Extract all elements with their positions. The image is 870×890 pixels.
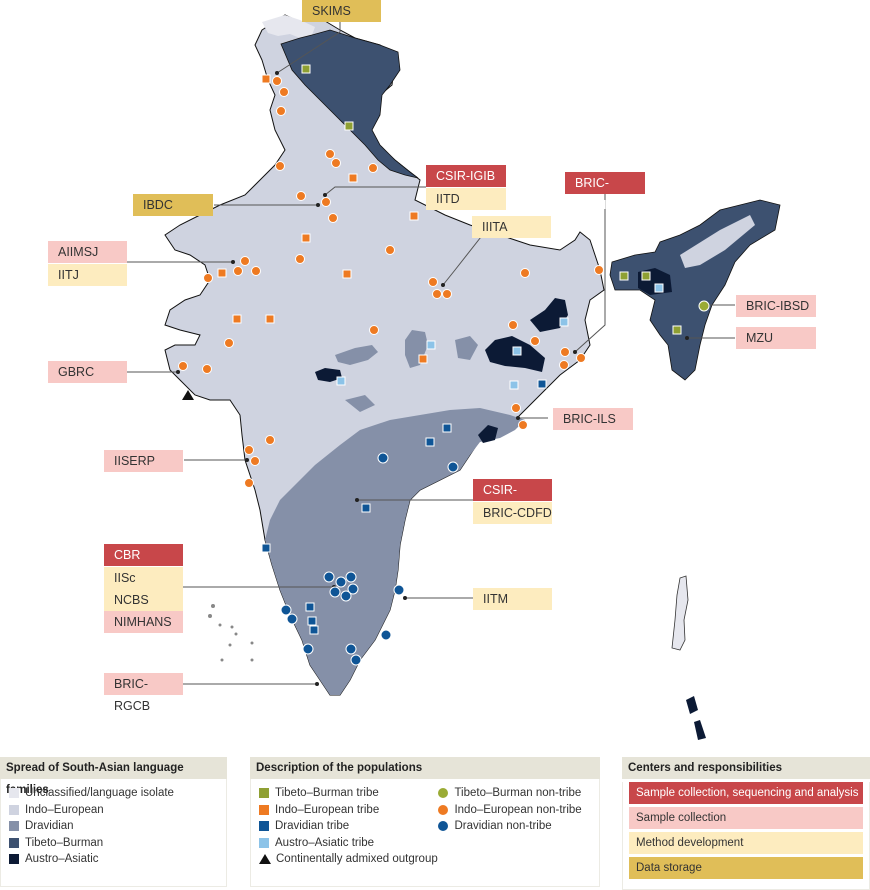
- center-label-csir-igib: CSIR-IGIB: [426, 165, 506, 187]
- circle-icon: [438, 788, 449, 799]
- admixed-outgroup-marker: [182, 390, 194, 400]
- legend-item: Indo–European tribe: [259, 802, 438, 819]
- tibeto-burman-tribe-markers: [301, 64, 682, 335]
- legend-item: Dravidian tribe: [259, 818, 438, 835]
- legend-label: Tibeto–Burman non-tribe: [454, 787, 582, 800]
- india-map: [127, 14, 781, 740]
- region-dravidian-patch: [455, 336, 478, 360]
- region-dravidian: [265, 408, 525, 695]
- center-label-iitd: IITD: [426, 188, 506, 210]
- legend-language-families: Spread of South-Asian language families …: [0, 757, 227, 890]
- leader-lines: [127, 22, 735, 685]
- swatch-indo-european: [9, 804, 19, 815]
- center-label-bric-rgcb: BRIC-RGCB: [104, 673, 183, 713]
- circle-icon: [438, 821, 449, 832]
- region-austro-asiatic: [315, 368, 342, 382]
- center-label-iisc: IISc: [104, 567, 183, 589]
- legend-populations: Description of the populations Tibeto–Bu…: [250, 757, 600, 890]
- legend-label: Austro–Asiatic: [25, 853, 99, 866]
- dravidian-tribe-markers: [261, 379, 547, 635]
- center-label-cbr: CBR: [104, 544, 183, 566]
- center-label-iitm: IITM: [473, 588, 552, 610]
- legend-item: Tibeto–Burman non-tribe: [438, 785, 591, 802]
- center-label-ibdc: IBDC: [133, 194, 213, 216]
- legend-label: Dravidian non-tribe: [454, 820, 552, 833]
- center-label-aiimsj: AIIMSJ: [48, 241, 127, 263]
- dravidian-non-tribe-markers: [280, 452, 459, 666]
- legend-item: Dravidian non-tribe: [438, 818, 591, 835]
- square-icon: [259, 821, 269, 832]
- legend-label: Tibeto–Burman: [25, 836, 104, 849]
- legend-title: Spread of South-Asian language families: [0, 757, 227, 796]
- nicobar-islands: [686, 696, 706, 740]
- region-indo-european-northeast: [680, 215, 755, 268]
- legend-item: Austro–Asiatic tribe: [259, 835, 438, 852]
- legend-label: Continentally admixed outgroup: [276, 853, 438, 866]
- region-dravidian-patch: [335, 345, 378, 365]
- region-austro-asiatic: [478, 425, 498, 443]
- region-unclassified: [262, 15, 315, 38]
- center-label-iitj: IITJ: [48, 264, 127, 286]
- square-icon: [259, 788, 269, 799]
- region-tibeto-burman-northeast: [609, 199, 781, 381]
- indo-european-tribe-markers: [217, 74, 428, 364]
- legend-label: Dravidian: [25, 820, 74, 833]
- center-label-mzu: MZU: [736, 327, 816, 349]
- tibeto-burman-non-tribe-marker: [698, 300, 710, 312]
- center-label-nimhans: NIMHANS: [104, 611, 183, 633]
- legend-label: Tibeto–Burman tribe: [275, 787, 379, 800]
- legend-item: Tibeto–Burman tribe: [259, 785, 438, 802]
- square-icon: [259, 804, 269, 815]
- legend-title: Centers and responsibilities: [622, 757, 870, 779]
- center-label-gbrc: GBRC: [48, 361, 127, 383]
- legend-label: Dravidian tribe: [275, 820, 350, 833]
- legend-label: Unclassified/language isolate: [25, 787, 174, 800]
- center-label-ncbs: NCBS: [104, 589, 183, 611]
- region-austro-asiatic: [530, 298, 568, 332]
- center-label-bric-ils: BRIC-ILS: [553, 408, 633, 430]
- legend-role-method: Method development: [629, 832, 863, 854]
- swatch-unclassified: [9, 788, 19, 799]
- region-dravidian-patch: [345, 395, 375, 412]
- swatch-tibeto-burman: [9, 837, 19, 848]
- legend-item: Austro–Asiatic: [9, 851, 218, 868]
- legend-label: Indo–European tribe: [275, 803, 380, 816]
- square-icon: [259, 837, 269, 848]
- legend-item: Continentally admixed outgroup: [259, 851, 438, 868]
- legend-label: Indo–European: [25, 803, 104, 816]
- legend-item: Indo–European non-tribe: [438, 802, 591, 819]
- center-label-bric-cdfd: BRIC-CDFD: [473, 502, 552, 524]
- center-label-iiserp: IISERP: [104, 450, 183, 472]
- center-label-csir-ccmb: CSIR-CCMB: [473, 479, 552, 519]
- swatch-austro-asiatic: [9, 854, 19, 865]
- lakshadweep-islands: [208, 604, 254, 662]
- center-label-bric-nibmg: BRIC-NIBMG: [565, 172, 645, 212]
- indo-european-non-tribe-markers: [178, 76, 604, 488]
- legend-label: Austro–Asiatic tribe: [275, 836, 375, 849]
- legend-role-full: Sample collection, sequencing and analys…: [629, 782, 863, 804]
- legend-item: Dravidian: [9, 818, 218, 835]
- legend-centers: Centers and responsibilities Sample coll…: [622, 757, 870, 890]
- center-label-skims: SKIMS: [302, 0, 381, 22]
- austro-asiatic-tribe-markers: [336, 283, 664, 390]
- legend-role-collect: Sample collection: [629, 807, 863, 829]
- legend-label: Indo–European non-tribe: [454, 803, 582, 816]
- legend-item: Indo–European: [9, 802, 218, 819]
- legend-title: Description of the populations: [250, 757, 600, 779]
- legend-role-storage: Data storage: [629, 857, 863, 879]
- center-label-bric-ibsd: BRIC-IBSD: [736, 295, 816, 317]
- andaman-islands: [671, 575, 689, 651]
- circle-icon: [438, 804, 449, 815]
- legend-item: Unclassified/language isolate: [9, 785, 218, 802]
- triangle-icon: [259, 854, 271, 865]
- center-label-iiita: IIITA: [472, 216, 551, 238]
- region-tibeto-burman-north: [280, 29, 419, 179]
- legend-item: Tibeto–Burman: [9, 835, 218, 852]
- swatch-dravidian: [9, 821, 19, 832]
